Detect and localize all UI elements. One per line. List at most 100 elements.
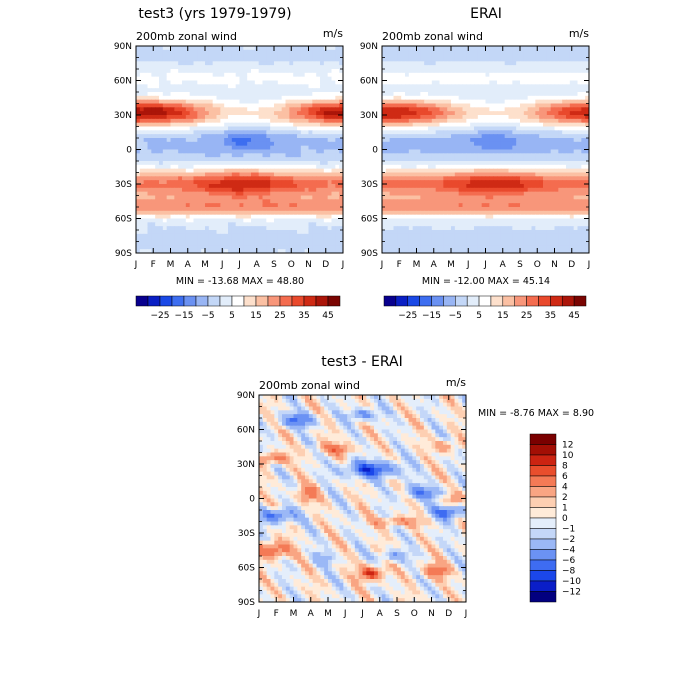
heatmap-cell <box>401 95 406 101</box>
heatmap-cell <box>416 134 421 139</box>
heatmap-cell <box>439 49 444 55</box>
heatmap-cell <box>277 130 283 135</box>
heatmap-cell <box>254 99 260 105</box>
heatmap-cell <box>331 49 336 55</box>
heatmap-cell <box>554 99 559 105</box>
heatmap-cell <box>566 141 571 147</box>
heatmap-cell <box>569 134 575 139</box>
heatmap-cell <box>527 164 533 170</box>
heatmap-cell <box>443 69 448 74</box>
heatmap-cell <box>220 126 225 131</box>
heatmap-cell <box>143 230 149 235</box>
heatmap-cell <box>201 184 206 189</box>
heatmap-cell <box>139 207 145 212</box>
heatmap-cell <box>251 172 256 177</box>
heatmap-cell <box>323 184 329 189</box>
heatmap-cell <box>385 122 391 128</box>
heatmap-cell <box>466 80 471 85</box>
heatmap-cell <box>139 138 145 143</box>
heatmap-cell <box>297 180 302 185</box>
heatmap-cell <box>300 53 306 59</box>
heatmap-cell <box>136 149 141 154</box>
heatmap-cell <box>304 249 310 253</box>
heatmap-cell <box>274 164 279 170</box>
heatmap-cell <box>508 153 513 158</box>
heatmap-cell <box>293 134 298 139</box>
heatmap-cell <box>166 149 172 154</box>
heatmap-cell <box>385 130 391 135</box>
heatmap-cell <box>201 130 206 135</box>
heatmap-cell <box>577 168 582 174</box>
heatmap-cell <box>424 53 429 59</box>
heatmap-cell <box>201 191 206 197</box>
heatmap-cell <box>201 168 206 174</box>
heatmap-cell <box>558 69 563 74</box>
heatmap-cell <box>178 153 183 158</box>
heatmap-cell <box>262 218 267 223</box>
heatmap-cell <box>389 111 395 116</box>
heatmap-cell <box>136 222 141 227</box>
heatmap-cell <box>243 199 248 204</box>
heatmap-cell <box>585 46 589 51</box>
heatmap-cell <box>485 69 490 74</box>
heatmap-cell <box>428 176 433 181</box>
heatmap-cell <box>136 46 141 51</box>
heatmap-cell <box>439 69 444 74</box>
heatmap-cell <box>189 172 195 177</box>
heatmap-cell <box>470 141 475 147</box>
heatmap-cell <box>239 187 244 193</box>
heatmap-cell <box>385 176 391 181</box>
heatmap-cell <box>477 46 483 51</box>
heatmap-cell <box>205 69 210 74</box>
heatmap-cell <box>159 203 164 208</box>
heatmap-cell <box>293 130 298 135</box>
heatmap-cell <box>323 76 329 82</box>
heatmap-cell <box>185 184 191 189</box>
heatmap-cell <box>477 122 483 128</box>
heatmap-cell <box>185 134 191 139</box>
heatmap-cell <box>193 187 198 193</box>
heatmap-cell <box>439 53 444 59</box>
heatmap-cell <box>562 69 567 74</box>
heatmap-cell <box>304 57 310 62</box>
heatmap-cell <box>258 184 264 189</box>
heatmap-cell <box>331 218 336 223</box>
heatmap-cell <box>220 61 225 66</box>
heatmap-cell <box>228 180 233 185</box>
heatmap-cell <box>339 69 343 74</box>
heatmap-cell <box>312 241 317 246</box>
heatmap-cell <box>435 153 441 158</box>
heatmap-cell <box>231 233 237 239</box>
heatmap-cell <box>197 157 202 162</box>
heatmap-cell <box>139 191 145 197</box>
heatmap-cell <box>182 164 187 170</box>
colorbar-swatch <box>327 295 341 307</box>
heatmap-cell <box>274 157 279 162</box>
heatmap-cell <box>208 61 214 66</box>
heatmap-cell <box>143 222 149 227</box>
heatmap-cell <box>424 134 429 139</box>
heatmap-cell <box>500 80 506 85</box>
heatmap-cell <box>558 57 563 62</box>
heatmap-cell <box>251 57 256 62</box>
heatmap-cell <box>185 95 191 101</box>
heatmap-cell <box>558 84 563 89</box>
heatmap-cell <box>331 164 336 170</box>
heatmap-cell <box>235 80 241 85</box>
heatmap-cell <box>493 84 498 89</box>
heatmap-cell <box>308 130 313 135</box>
heatmap-cell <box>231 65 237 70</box>
heatmap-cell <box>339 199 343 204</box>
heatmap-cell <box>401 69 406 74</box>
heatmap-cell <box>162 107 168 112</box>
heatmap-cell <box>297 115 302 120</box>
heatmap-cell <box>212 210 218 216</box>
heatmap-cell <box>558 53 563 59</box>
heatmap-cell <box>431 118 437 124</box>
heatmap-cell <box>312 245 317 250</box>
heatmap-cell <box>316 126 321 131</box>
heatmap-cell <box>224 184 229 189</box>
heatmap-cell <box>247 138 252 143</box>
heatmap-cell <box>382 61 387 66</box>
heatmap-cell <box>489 69 494 74</box>
